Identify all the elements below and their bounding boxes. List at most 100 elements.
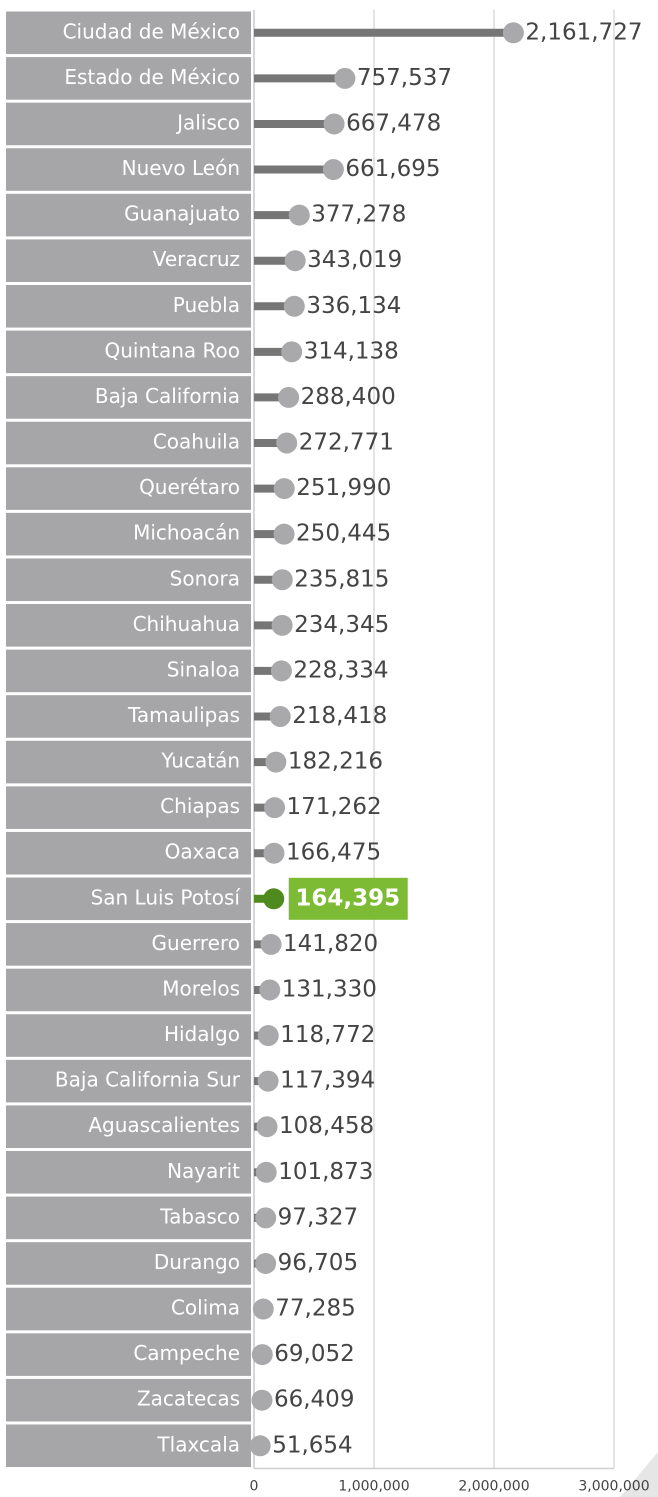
value-label: 108,458	[279, 1113, 374, 1139]
category-label: Quintana Roo	[104, 338, 240, 362]
dot	[284, 250, 306, 272]
value-label: 96,705	[278, 1250, 358, 1276]
value-label: 164,395	[295, 885, 400, 911]
dot	[269, 705, 291, 727]
dot	[271, 614, 293, 636]
category-label: Puebla	[173, 293, 240, 317]
dot	[263, 842, 285, 864]
category-box	[6, 1105, 251, 1148]
category-label: Ciudad de México	[63, 19, 240, 43]
category-label: Durango	[154, 1250, 240, 1274]
category-label: Sinaloa	[167, 657, 240, 681]
category-label: Jalisco	[175, 110, 240, 134]
category-label: Aguascalientes	[88, 1113, 240, 1137]
dot	[256, 1116, 278, 1138]
value-label: 667,478	[346, 110, 441, 136]
value-label: 117,394	[280, 1068, 375, 1094]
category-label: Tamaulipas	[127, 703, 240, 727]
category-box	[6, 558, 251, 602]
dot	[273, 478, 295, 500]
category-box	[6, 604, 251, 647]
dot	[270, 660, 292, 682]
category-box	[6, 786, 251, 829]
value-label: 235,815	[294, 566, 389, 592]
category-label: Nuevo León	[122, 156, 240, 180]
category-label: Campeche	[133, 1341, 240, 1365]
dot	[255, 1252, 277, 1274]
category-box	[6, 102, 251, 146]
category-box	[6, 1424, 251, 1468]
dot	[249, 1435, 271, 1457]
value-label: 141,820	[283, 931, 378, 957]
value-label: 336,134	[306, 293, 401, 319]
dot	[255, 1161, 277, 1183]
value-label: 272,771	[299, 430, 394, 456]
value-label: 218,418	[292, 703, 387, 729]
dot	[263, 888, 285, 910]
dot	[264, 797, 286, 819]
category-label: Querétaro	[139, 475, 240, 499]
category-label: Nayarit	[167, 1159, 240, 1183]
dot	[334, 67, 356, 89]
value-label: 131,330	[282, 976, 377, 1002]
value-label: 234,345	[294, 612, 389, 638]
category-box	[6, 284, 251, 328]
value-label: 77,285	[275, 1296, 355, 1322]
category-box	[6, 421, 251, 465]
category-label: Estado de México	[64, 65, 240, 89]
dot	[260, 933, 282, 955]
category-label: Oaxaca	[165, 840, 240, 864]
category-box	[6, 376, 251, 419]
dot	[265, 751, 287, 773]
category-box	[6, 1151, 251, 1194]
category-label: Tlaxcala	[156, 1432, 240, 1456]
dot	[273, 523, 295, 545]
x-tick-label: 2,000,000	[458, 1479, 529, 1495]
value-label: 51,654	[272, 1432, 352, 1458]
highlight-label-box	[288, 877, 408, 920]
category-label: Baja California Sur	[55, 1068, 241, 1092]
category-box	[6, 649, 251, 693]
value-label: 66,409	[274, 1387, 354, 1413]
category-box	[6, 877, 251, 921]
category-label: Morelos	[162, 976, 240, 1000]
value-label: 118,772	[280, 1022, 375, 1048]
dot	[502, 22, 524, 44]
category-label: Chihuahua	[133, 612, 240, 636]
category-box	[6, 11, 251, 55]
category-box	[6, 1196, 251, 1240]
value-label: 661,695	[345, 156, 440, 182]
dot	[288, 204, 310, 226]
x-tick-label: 1,000,000	[338, 1479, 409, 1495]
category-box	[6, 1287, 251, 1331]
category-box	[6, 740, 251, 784]
value-label: 288,400	[301, 384, 396, 410]
category-label: Coahuila	[153, 430, 240, 454]
corner-decoration	[620, 1452, 658, 1497]
dot	[259, 979, 281, 1001]
value-label: 757,537	[357, 65, 452, 91]
category-label: Baja California	[95, 384, 240, 408]
category-label: San Luis Potosí	[91, 885, 242, 909]
category-box	[6, 1378, 251, 1422]
dot	[251, 1389, 273, 1411]
category-box	[6, 467, 251, 510]
dot	[271, 569, 293, 591]
category-box	[6, 512, 251, 556]
value-label: 377,278	[311, 202, 406, 228]
category-box	[6, 968, 251, 1012]
category-box	[6, 923, 251, 966]
category-label: Hidalgo	[164, 1022, 240, 1046]
dot	[251, 1344, 273, 1366]
dot	[283, 295, 305, 317]
dot	[255, 1207, 277, 1229]
category-label: Yucatán	[160, 749, 240, 773]
category-box	[6, 1242, 251, 1285]
dot	[322, 159, 344, 181]
category-box	[6, 239, 251, 282]
value-label: 97,327	[278, 1204, 358, 1230]
x-tick-label: 0	[250, 1479, 259, 1495]
category-label: Guerrero	[152, 931, 240, 955]
dot	[276, 432, 298, 454]
